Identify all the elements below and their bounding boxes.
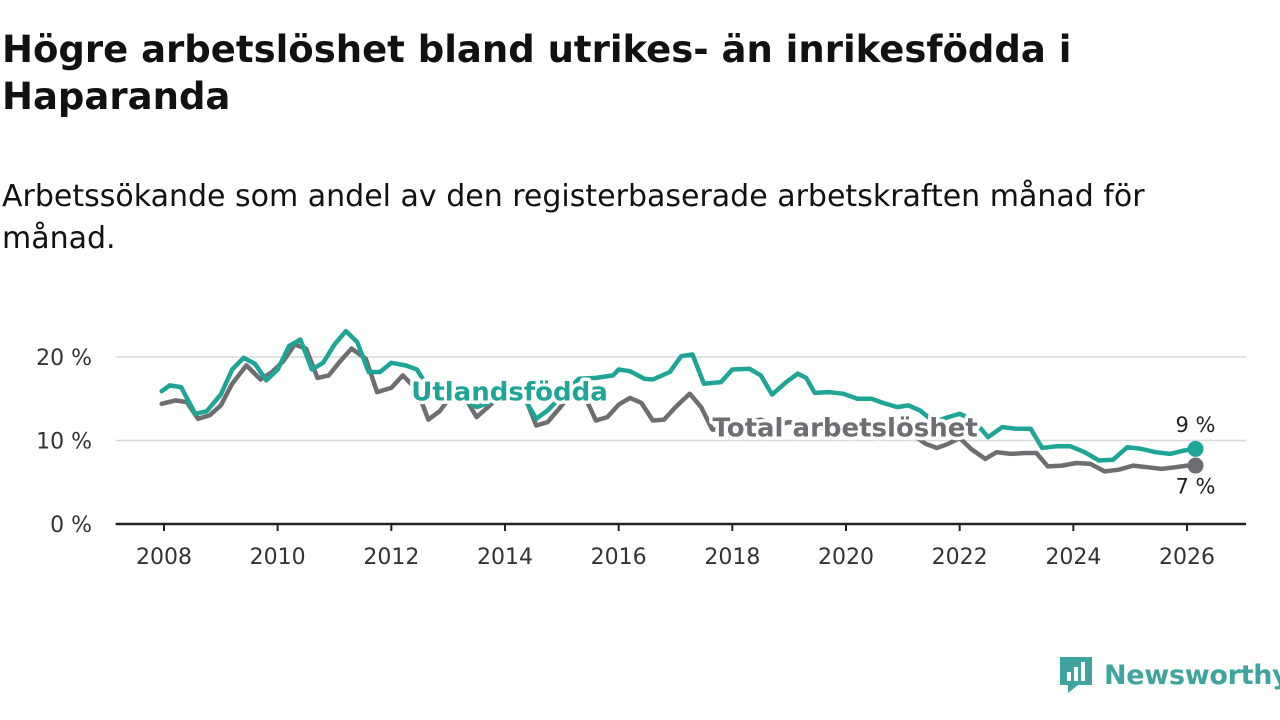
series-label-utlandsfodda: Utlandsfödda: [411, 377, 608, 407]
y-tick-label: 20 %: [36, 346, 92, 371]
newsworthy-logo: Newsworthy: [1058, 655, 1280, 695]
end-value-label-total: 7 %: [1176, 475, 1216, 499]
x-tick-label: 2022: [932, 545, 988, 570]
newsworthy-logo-text: Newsworthy: [1104, 659, 1280, 691]
series-labels: Utlandsfödda Total arbetslöshet 9 % 7 %: [408, 374, 1216, 499]
end-value-label-utlandsfodda: 9 %: [1176, 413, 1216, 437]
x-tick-label: 2016: [591, 545, 647, 570]
x-tick-label: 2020: [818, 545, 874, 570]
x-tick-label: 2024: [1045, 545, 1101, 570]
x-tick-label: 2012: [363, 545, 419, 570]
series-lines: [159, 328, 1204, 474]
x-tick-label: 2010: [250, 545, 306, 570]
end-marker-utlandsfodda: [1187, 440, 1204, 457]
x-tick-label: 2014: [477, 545, 533, 570]
x-tick-label: 2018: [704, 545, 760, 570]
y-tick-label: 10 %: [36, 430, 92, 455]
y-tick-label: 0 %: [50, 513, 92, 538]
gridlines: [115, 356, 1247, 526]
series-label-total: Total arbetslöshet: [712, 414, 977, 444]
x-axis-ticks: 2008 2010 2012 2014 2016 2018 2020 2022 2024 2026: [136, 524, 1215, 570]
y-axis-ticks: 0 % 10 % 20 %: [36, 346, 92, 538]
series-line-total: [159, 342, 1198, 474]
x-tick-label: 2026: [1159, 545, 1215, 570]
x-tick-label: 2008: [136, 545, 192, 570]
end-marker-total: [1187, 457, 1204, 474]
chart-subtitle: Arbetssökande som andel av den registerb…: [2, 179, 1145, 256]
newsworthy-logo-icon: [1060, 657, 1092, 693]
series-line-utlandsfodda: [159, 328, 1198, 463]
line-chart: 0 % 10 % 20 % 2008 2010 2012 2014 2016 2018 2020…: [36, 328, 1247, 570]
chart-title: Högre arbetslöshet bland utrikes- än inr…: [2, 28, 1072, 118]
